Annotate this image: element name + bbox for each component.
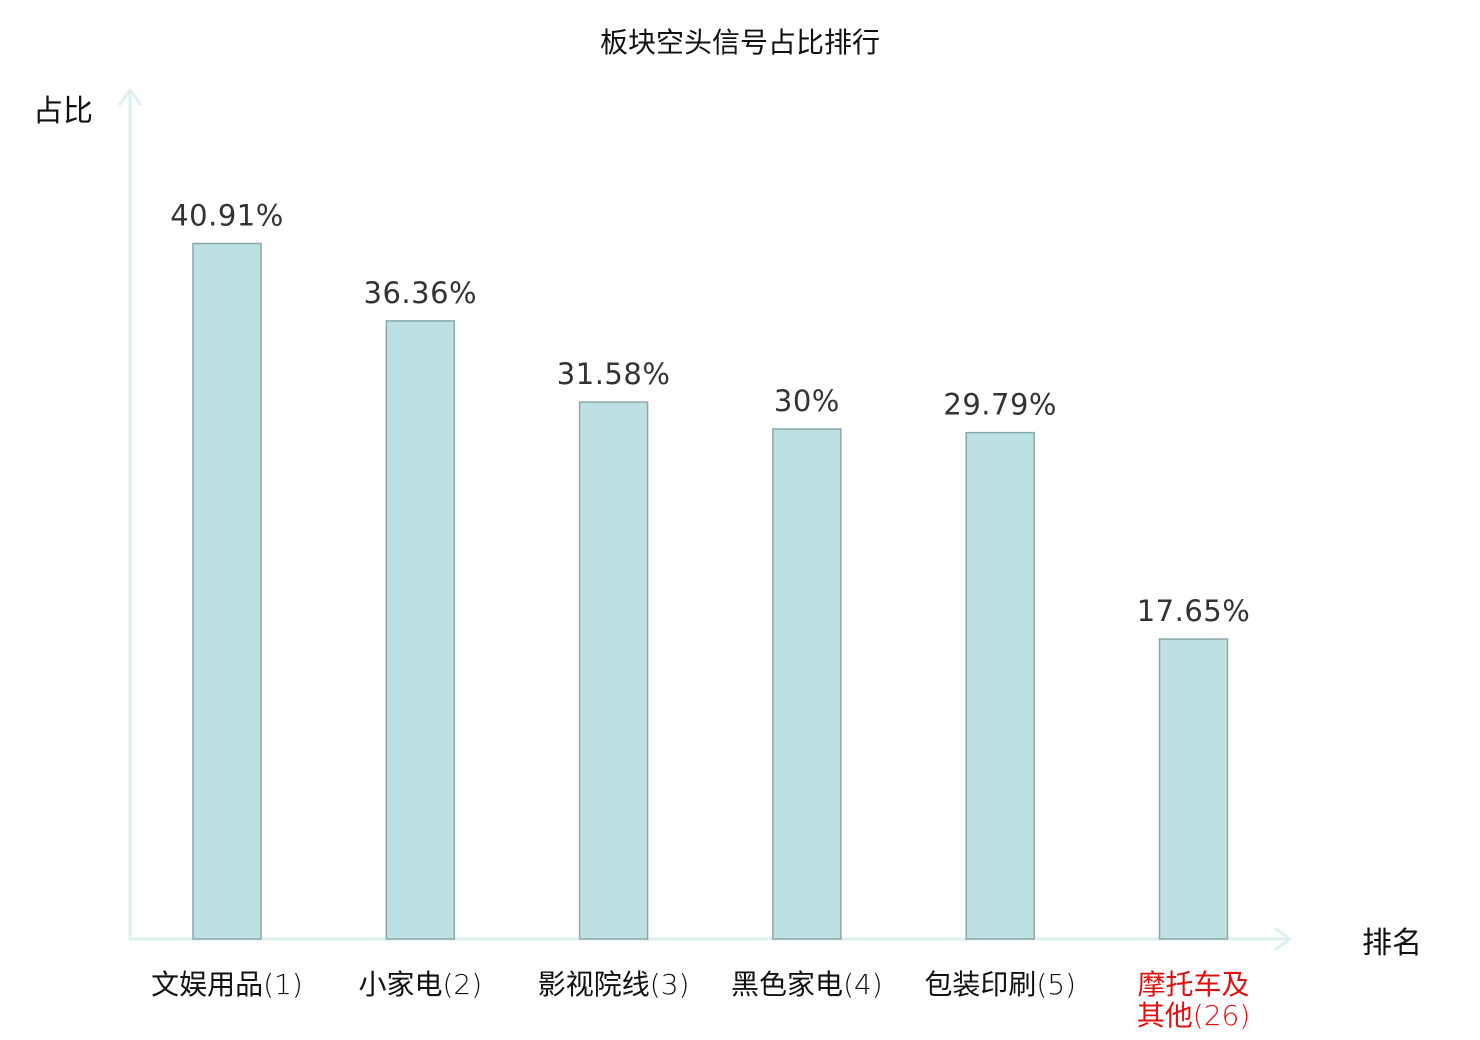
value-label-5: 29.79% bbox=[943, 388, 1057, 422]
bar-3 bbox=[578, 401, 649, 940]
y-axis-arrow bbox=[118, 88, 142, 106]
value-label-4: 30% bbox=[774, 384, 840, 418]
category-label-1-line-1: 文娱用品(1) bbox=[151, 968, 303, 1001]
category-label-2-line-1: 小家电(2) bbox=[358, 968, 482, 1001]
category-rank: (3) bbox=[650, 968, 690, 1001]
category-rank: (1) bbox=[263, 968, 303, 1001]
category-label-5-line-1: 包装印刷(5) bbox=[924, 968, 1076, 1001]
category-name: 其他 bbox=[1137, 999, 1193, 1032]
value-labels-group: 40.91% 36.36% 31.58% 30% 29.79% 17.65% bbox=[170, 199, 1250, 629]
bar-6 bbox=[1158, 638, 1229, 940]
category-rank: (5) bbox=[1036, 968, 1076, 1001]
category-name: 小家电 bbox=[358, 968, 442, 1001]
y-axis-label: 占比 bbox=[33, 94, 93, 129]
category-labels-group: 文娱用品(1) 小家电(2) 影视院线(3) 黑色家电(4) 包装印刷(5) 摩托车及其他… bbox=[151, 968, 1250, 1032]
value-label-1: 40.91% bbox=[170, 199, 284, 233]
x-axis-label: 排名 bbox=[1362, 926, 1422, 961]
category-name: 黑色家电 bbox=[731, 968, 843, 1001]
bar-1 bbox=[192, 242, 262, 940]
bars-group bbox=[192, 242, 1229, 940]
category-label-6-line-1: 摩托车及 bbox=[1137, 968, 1249, 1001]
category-label-6-line-2: 其他(26) bbox=[1137, 999, 1251, 1032]
category-name: 文娱用品 bbox=[151, 968, 263, 1001]
category-rank: (26) bbox=[1193, 999, 1250, 1032]
category-label-4-line-1: 黑色家电(4) bbox=[731, 968, 883, 1001]
category-rank: (4) bbox=[843, 968, 883, 1001]
bar-4 bbox=[772, 428, 842, 940]
chart-title: 板块空头信号占比排行 bbox=[600, 26, 880, 59]
x-axis-arrow bbox=[1274, 927, 1292, 951]
value-label-6: 17.65% bbox=[1137, 594, 1251, 628]
category-label-3-line-1: 影视院线(3) bbox=[538, 968, 690, 1001]
category-name: 摩托车及 bbox=[1137, 968, 1249, 1001]
value-label-3: 31.58% bbox=[557, 357, 671, 391]
bar-5 bbox=[965, 431, 1035, 940]
value-label-2: 36.36% bbox=[364, 276, 478, 310]
category-name: 包装印刷 bbox=[924, 968, 1036, 1001]
category-rank: (2) bbox=[442, 968, 482, 1001]
axes bbox=[118, 88, 1292, 951]
category-name: 影视院线 bbox=[538, 968, 650, 1001]
bar-2 bbox=[385, 320, 456, 940]
